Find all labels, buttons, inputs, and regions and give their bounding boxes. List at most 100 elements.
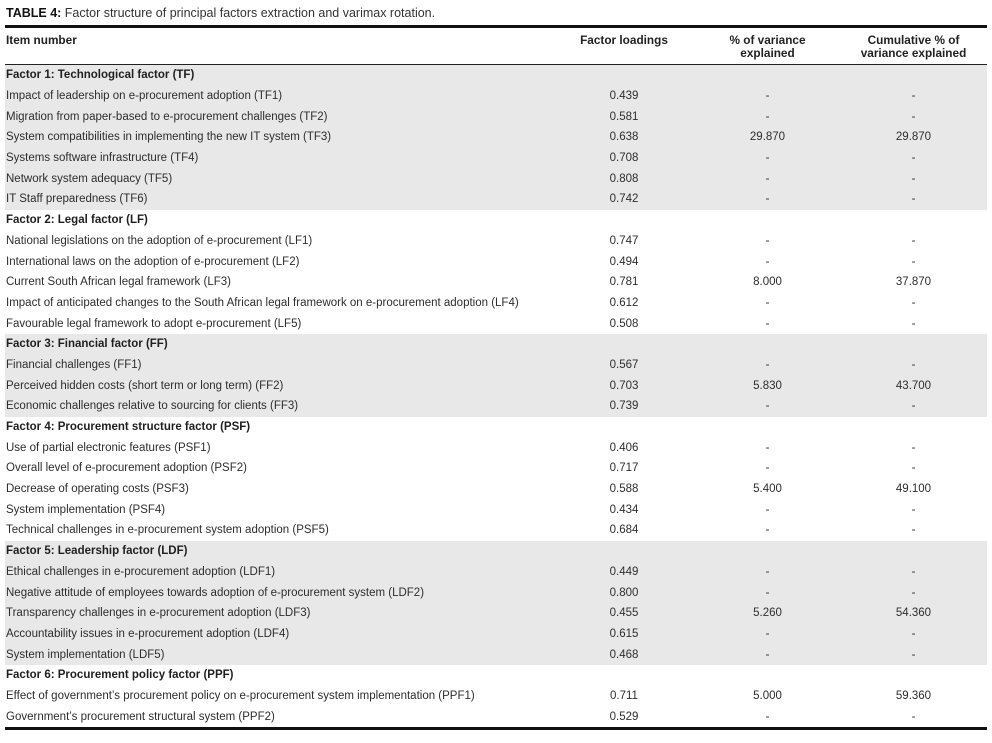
variance-explained-cell: - [765, 441, 770, 454]
factor-loading-cell: 0.684 [609, 524, 639, 537]
factor-section-title: Factor 4: Procurement structure factor (… [6, 421, 251, 434]
factor-section-header-row: Factor 4: Procurement structure factor (… [5, 417, 987, 438]
col-header-factor-loadings: Factor loadings [553, 28, 695, 65]
factor-loading-cell: 0.808 [553, 168, 695, 190]
table-caption-label: TABLE 4: [6, 6, 62, 20]
variance-explained-cell: - [695, 644, 840, 665]
variance-explained-cell: - [695, 106, 840, 128]
factor-loading-cell: 0.739 [553, 396, 695, 417]
cumulative-variance-cell: - [840, 644, 987, 665]
cumulative-variance-cell: - [840, 623, 987, 645]
factor-section-title: Factor 6: Procurement policy factor (PPF… [6, 669, 234, 682]
item-cell: Transparency challenges in e-procurement… [5, 602, 553, 624]
variance-explained-cell: 29.870 [695, 127, 840, 148]
col-header-item-number: Item number [5, 28, 553, 65]
factor-section-header-row: Factor 5: Leadership factor (LDF) [5, 540, 987, 562]
table-row: Effect of government’s procurement polic… [5, 686, 987, 707]
table-row: IT Staff preparedness (TF6) 0.742- - [5, 189, 987, 210]
item-cell: Technical challenges in e-procurement sy… [6, 524, 329, 537]
item-cell: Negative attitude of employees towards a… [5, 582, 553, 603]
table-row: Favourable legal framework to adopt e-pr… [5, 313, 987, 334]
cumulative-variance-cell: - [840, 396, 987, 417]
table-row: Economic challenges relative to sourcing… [5, 396, 987, 417]
item-cell: Economic challenges relative to sourcing… [5, 396, 553, 417]
factor-loading-cell: 0.494 [609, 255, 639, 268]
variance-explained-cell: - [765, 710, 770, 723]
table-row: Negative attitude of employees towards a… [5, 582, 987, 603]
table-row: Migration from paper-based to e-procurem… [5, 106, 987, 128]
item-cell: National legislations on the adoption of… [6, 234, 313, 247]
item-cell: System implementation (PSF4) [6, 503, 166, 516]
cumulative-variance-cell: - [840, 106, 987, 128]
factor-loading-cell: 0.711 [610, 689, 638, 702]
item-cell: Decrease of operating costs (PSF3) [6, 483, 189, 496]
table-row: Technical challenges in e-procurement sy… [5, 520, 987, 541]
table-row: Current South African legal framework (L… [5, 272, 987, 293]
factor-loading-cell: 0.781 [609, 276, 639, 289]
factor-structure-table: Item number Factor loadings % of varianc… [5, 28, 987, 730]
factor-section-header-row: Factor 2: Legal factor (LF) [5, 210, 987, 231]
table-row: Accountability issues in e-procurement a… [5, 623, 987, 645]
cumulative-variance-cell: - [840, 582, 987, 603]
factor-loading-cell: 0.439 [553, 85, 695, 107]
factor-section-header-row: Factor 6: Procurement policy factor (PPF… [5, 665, 987, 686]
factor-loading-cell: 0.703 [553, 375, 695, 396]
item-cell: Financial challenges (FF1) [5, 354, 553, 376]
factor-loading-cell: 0.638 [553, 127, 695, 148]
item-cell: Impact of leadership on e-procurement ad… [5, 85, 553, 107]
variance-explained-cell: - [765, 296, 770, 309]
factor-loading-cell: 0.455 [553, 602, 695, 624]
cumulative-variance-cell: - [911, 524, 916, 537]
factor-loading-cell: 0.508 [609, 317, 639, 330]
variance-explained-cell: - [765, 234, 770, 247]
item-cell: Use of partial electronic features (PSF1… [6, 441, 211, 454]
factor-loading-cell: 0.588 [609, 483, 639, 496]
factor-loading-cell: 0.529 [609, 710, 639, 723]
table-caption-text: Factor structure of principal factors ex… [61, 6, 436, 20]
variance-explained-cell: - [695, 168, 840, 190]
variance-explained-cell: 5.260 [695, 602, 840, 624]
cumulative-variance-cell: - [911, 255, 916, 268]
variance-explained-cell: 5.000 [753, 689, 782, 702]
cumulative-variance-cell: - [911, 317, 916, 330]
cumulative-variance-cell: 54.360 [840, 602, 987, 624]
cumulative-variance-cell: - [911, 503, 916, 516]
variance-explained-cell: - [695, 354, 840, 376]
factor-loading-cell: 0.800 [553, 582, 695, 603]
factor-loading-cell: 0.612 [609, 296, 639, 309]
cumulative-variance-cell: 37.870 [895, 276, 932, 289]
variance-explained-cell: - [765, 462, 770, 475]
table-row: Financial challenges (FF1) 0.567- - [5, 354, 987, 376]
factor-loading-cell: 0.615 [553, 623, 695, 645]
table-caption: TABLE 4: Factor structure of principal f… [5, 5, 987, 28]
factor-section-title: Factor 3: Financial factor (FF) [5, 333, 987, 355]
table-row: Perceived hidden costs (short term or lo… [5, 375, 987, 396]
item-cell: Current South African legal framework (L… [6, 276, 231, 289]
cumulative-variance-cell: - [911, 234, 916, 247]
table-row: International laws on the adoption of e-… [5, 251, 987, 272]
item-cell: IT Staff preparedness (TF6) [5, 189, 553, 210]
factor-loading-cell: 0.406 [609, 441, 639, 454]
table-row: Impact of leadership on e-procurement ad… [5, 85, 987, 107]
variance-explained-cell: - [695, 396, 840, 417]
factor-section-header-row: Factor 3: Financial factor (FF) [5, 333, 987, 355]
table-row: Impact of anticipated changes to the Sou… [5, 293, 987, 314]
variance-explained-cell: - [695, 582, 840, 603]
factor-section-title: Factor 1: Technological factor (TF) [5, 64, 987, 86]
item-cell: Ethical challenges in e-procurement adop… [5, 561, 553, 583]
cumulative-variance-cell: - [840, 561, 987, 583]
table-row: National legislations on the adoption of… [5, 231, 987, 252]
cumulative-variance-cell: - [840, 168, 987, 190]
cumulative-variance-cell: 59.360 [895, 689, 932, 702]
item-cell: International laws on the adoption of e-… [6, 255, 300, 268]
item-cell: Migration from paper-based to e-procurem… [5, 106, 553, 128]
header-row: Item number Factor loadings % of varianc… [5, 28, 987, 65]
item-cell: Accountability issues in e-procurement a… [5, 623, 553, 645]
factor-loading-cell: 0.742 [553, 189, 695, 210]
cumulative-variance-cell: 49.100 [895, 483, 932, 496]
variance-explained-cell: 5.830 [695, 375, 840, 396]
factor-loading-cell: 0.567 [553, 354, 695, 376]
cumulative-variance-cell: - [840, 147, 987, 169]
variance-explained-cell: - [695, 189, 840, 210]
